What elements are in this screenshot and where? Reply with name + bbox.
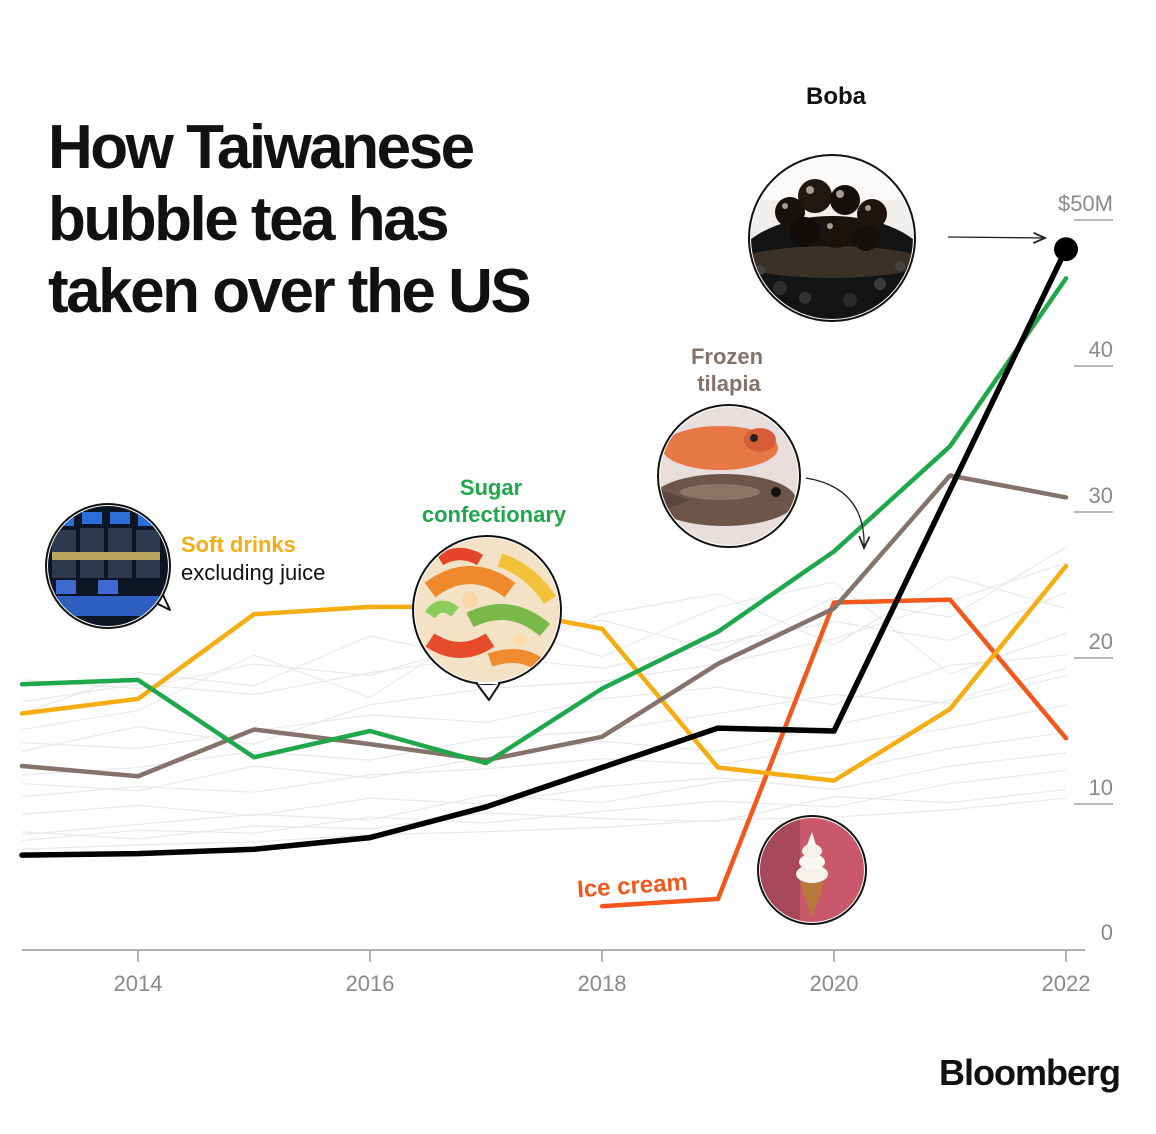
label-frozen-tilapia-line1: Frozen [691,344,763,369]
background-line-13 [21,731,1067,836]
x-tick-label-2016: 2016 [346,971,395,996]
label-sugar-line1: Sugar [460,475,523,500]
y-tick-label-20: 20 [1089,629,1113,654]
background-line-2 [21,752,1067,817]
chart-title: How Taiwanese bubble tea has taken over … [48,113,532,326]
boba-endpoint-marker [1054,237,1078,262]
boba-arrow [947,237,1045,238]
label-frozen-tilapia-line2: tilapia [697,371,761,396]
series-labels: Boba Frozen tilapia Sugar confectionary … [181,83,867,903]
label-soft-drinks: Soft drinks [181,532,296,557]
background-line-12 [21,667,1067,792]
y-tick-label-0: 0 [1101,920,1113,945]
background-line-7 [21,591,1067,703]
background-line-5 [21,674,1067,776]
sugar-photo [412,535,562,701]
bloomberg-logo: Bloomberg [938,1052,1121,1093]
series-line-frozen_tilapia [19,473,1069,779]
tilapia-arrow [805,477,864,548]
label-ice-cream: Ice cream [576,869,688,904]
axes: 2014 2016 2018 2020 2022 0 10 20 30 40 $50M [22,191,1113,996]
x-tick-label-2020: 2020 [810,971,859,996]
background-line-0 [21,769,1067,842]
label-sugar-line2: confectionary [422,502,567,527]
soft-drinks-photo [45,503,171,629]
x-tick-label-2014: 2014 [114,971,163,996]
series-line-boba [19,246,1069,858]
background-line-11 [21,562,1067,753]
background-line-3 [21,797,1067,850]
y-tick-label-10: 10 [1089,775,1113,800]
series-line-ice_cream [599,597,1069,909]
x-tick-label-2022: 2022 [1042,971,1091,996]
label-boba: Boba [806,83,867,110]
y-tick-label-40: 40 [1089,337,1113,362]
background-line-4 [21,704,1067,798]
tilapia-photo [657,404,801,548]
x-tick-label-2018: 2018 [578,971,627,996]
boba-photo [748,154,916,322]
background-line-1 [21,788,1067,840]
y-tick-label-50: $50M [1058,191,1113,216]
background-line-6 [21,654,1067,750]
series-line-sugar_confectionary [19,276,1069,766]
y-tick-label-30: 30 [1089,483,1113,508]
ice-cream-photo [757,815,867,925]
series-lines [19,237,1078,909]
label-soft-drinks-sub: excluding juice [181,560,325,585]
